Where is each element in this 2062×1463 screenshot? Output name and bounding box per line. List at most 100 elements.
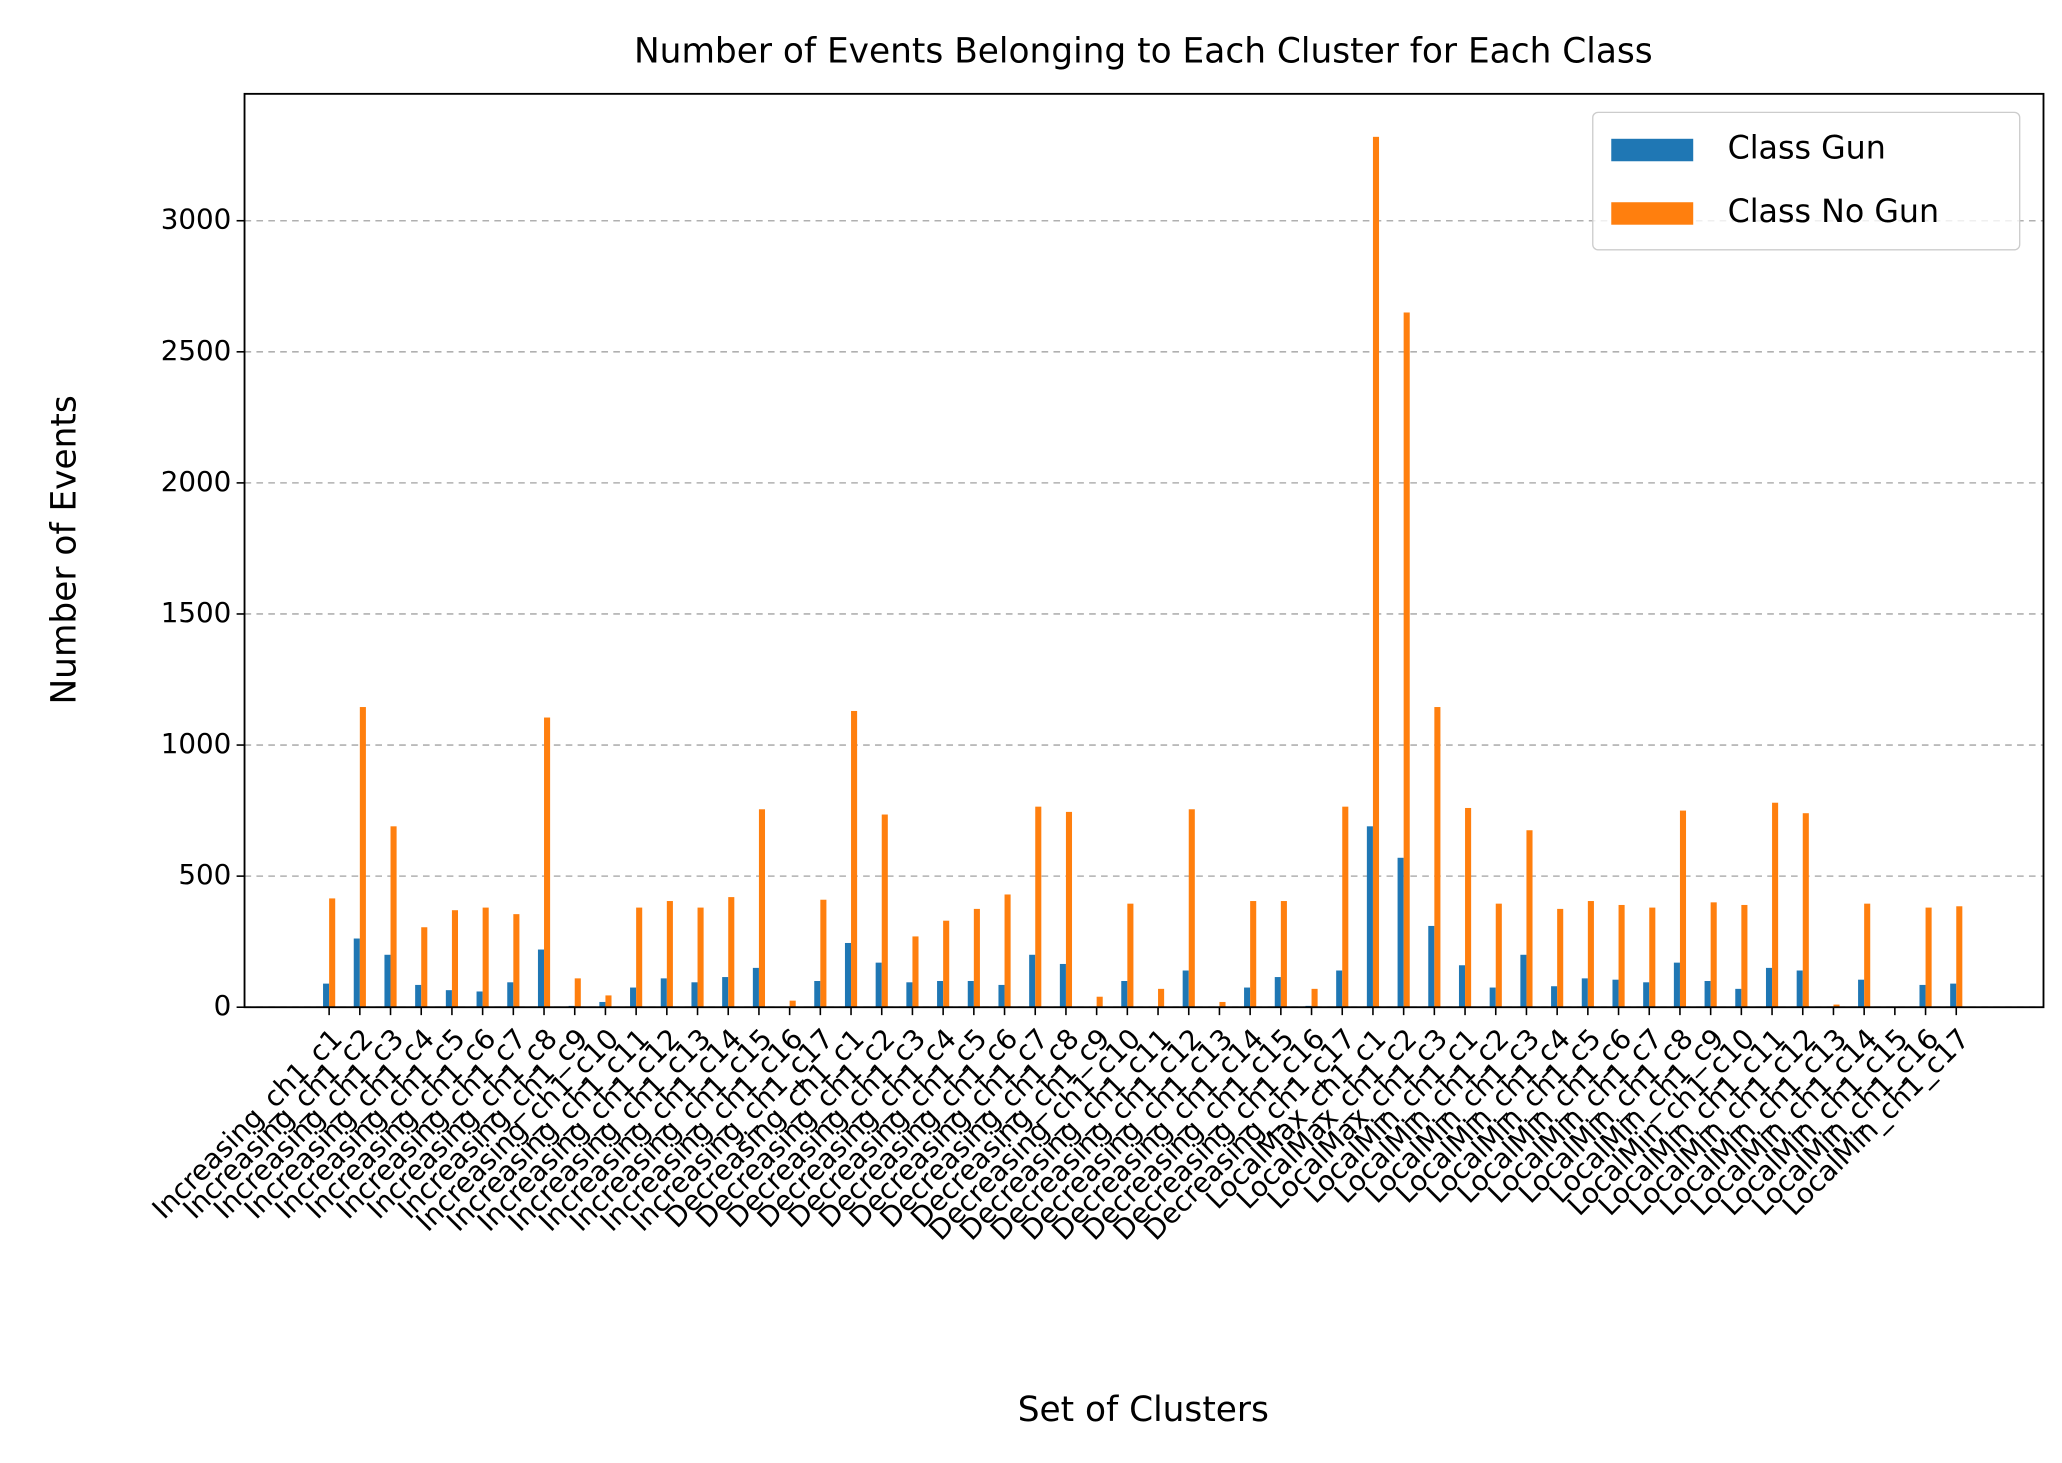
bar (722, 977, 729, 1008)
bar (1465, 807, 1472, 1008)
bar (660, 978, 667, 1008)
y-tick-label: 3000 (161, 203, 232, 236)
bar (323, 983, 330, 1008)
bar (1059, 963, 1066, 1008)
bar (1643, 982, 1650, 1008)
bar (1127, 903, 1134, 1008)
legend-label: Class Gun (1728, 130, 1886, 166)
bar (881, 814, 888, 1008)
bar (1434, 707, 1441, 1008)
bar (1704, 980, 1711, 1008)
bar (1366, 826, 1373, 1008)
legend-swatch (1611, 138, 1694, 162)
bar (1158, 988, 1165, 1008)
bar (544, 717, 551, 1008)
bar (1772, 802, 1779, 1008)
bar (912, 936, 919, 1008)
bar (1029, 954, 1036, 1008)
bar (513, 914, 520, 1008)
bar (1397, 857, 1404, 1008)
bar (1649, 907, 1656, 1008)
bar (384, 954, 391, 1008)
bar (537, 949, 545, 1008)
bar (1551, 986, 1558, 1008)
bar (1679, 810, 1687, 1008)
bar (1182, 970, 1189, 1008)
bar (630, 987, 637, 1008)
bar (329, 898, 336, 1008)
bar (1244, 987, 1251, 1008)
y-tick-label: 2000 (161, 465, 232, 498)
bar (574, 978, 581, 1008)
bar (421, 927, 428, 1008)
bar (691, 982, 698, 1008)
bar (666, 901, 673, 1008)
bar (1250, 901, 1257, 1008)
bar (1925, 907, 1932, 1008)
bar (728, 897, 735, 1008)
bar (820, 899, 827, 1008)
plot-frame (243, 92, 2045, 1009)
bar (1618, 904, 1625, 1008)
bar (1219, 1001, 1226, 1008)
y-tick-label: 1000 (161, 727, 232, 760)
bar (1065, 811, 1073, 1008)
bar (1495, 903, 1502, 1008)
bar (1587, 901, 1594, 1008)
bar (1833, 1004, 1840, 1008)
bar (1096, 996, 1103, 1008)
bar (1950, 983, 1957, 1008)
bar (599, 1001, 606, 1008)
bar (967, 980, 974, 1008)
bar (1741, 904, 1748, 1008)
bar (1581, 978, 1588, 1008)
bar (476, 991, 483, 1008)
bar (415, 984, 422, 1008)
bar (1004, 894, 1011, 1008)
y-tick-label: 0 (214, 989, 232, 1022)
bar (697, 907, 704, 1008)
bar (359, 707, 366, 1008)
bar (1458, 965, 1466, 1008)
bar (814, 980, 821, 1008)
bar (1520, 954, 1527, 1008)
bar (1919, 984, 1926, 1008)
bar (1858, 979, 1865, 1008)
bar (937, 980, 944, 1008)
bar (482, 907, 489, 1008)
bar (1336, 970, 1343, 1008)
bar (906, 982, 913, 1008)
bar (752, 967, 759, 1008)
bar (1035, 806, 1042, 1008)
bar (1526, 830, 1533, 1008)
bar (451, 910, 459, 1008)
bar (390, 826, 397, 1008)
bar (1311, 988, 1318, 1008)
bar (1612, 979, 1619, 1008)
bar (1765, 967, 1773, 1008)
legend-label: Class No Gun (1728, 194, 1940, 230)
bar (1864, 903, 1871, 1008)
bar (1342, 806, 1349, 1008)
y-tick-label: 2500 (161, 334, 232, 367)
bar (1489, 987, 1496, 1008)
bar (1802, 813, 1809, 1008)
bar (1403, 312, 1410, 1008)
bar (353, 938, 360, 1008)
bar (758, 809, 766, 1008)
bar (998, 984, 1005, 1008)
bar (943, 920, 950, 1008)
bar (1280, 901, 1287, 1008)
bar (1796, 970, 1803, 1008)
y-axis-label: Number of Events (45, 395, 85, 704)
bar (1428, 925, 1435, 1008)
bar (507, 982, 514, 1008)
legend-swatch (1611, 202, 1694, 225)
bar (1274, 977, 1281, 1008)
bar (1188, 809, 1195, 1008)
bar (844, 942, 852, 1008)
legend-box (1592, 111, 2021, 251)
x-axis-label: Set of Clusters (1018, 1390, 1269, 1430)
